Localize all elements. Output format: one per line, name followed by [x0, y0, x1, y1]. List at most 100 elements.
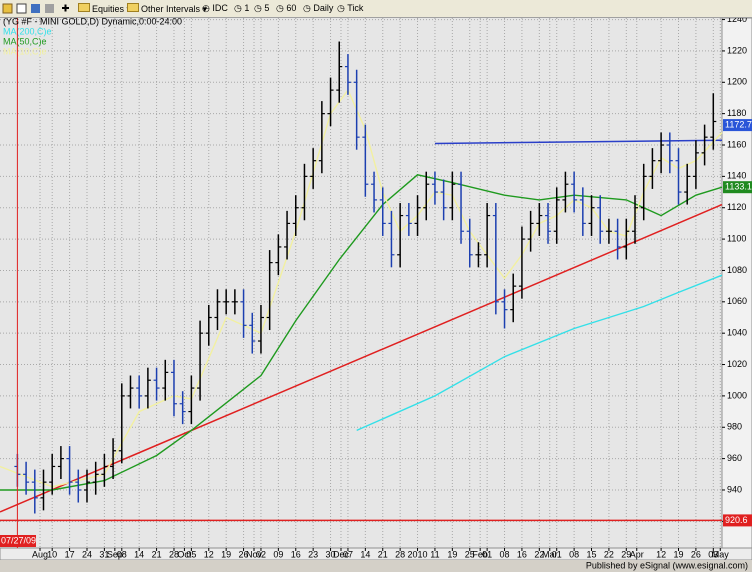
x-tick-label: 31	[99, 549, 109, 559]
y-tick-label: 1220	[727, 45, 747, 55]
price-axis	[721, 18, 752, 549]
x-tick-label: Dec	[333, 549, 350, 559]
chart-title: (YG #F - MINI GOLD,D) Dynamic,0:00-24:00	[3, 18, 182, 26]
price-box-label: 920.6	[725, 515, 748, 525]
y-tick-label: 980	[727, 422, 742, 432]
x-tick-label: Oct	[177, 549, 192, 559]
price-box	[723, 119, 752, 132]
x-tick-label: 01	[482, 549, 492, 559]
icon[interactable]	[16, 3, 27, 14]
y-tick-label: 960	[727, 453, 742, 463]
status-bar	[0, 560, 752, 572]
ma-line	[0, 174, 723, 491]
cursor-box	[0, 535, 36, 547]
x-tick-label: Mar	[542, 549, 558, 559]
x-tick-label: 16	[517, 549, 527, 559]
toolbar-button[interactable]: ◷ IDC	[202, 3, 228, 13]
x-tick-label: 14	[134, 549, 144, 559]
cursor-label: 07/27/09	[1, 535, 36, 545]
x-tick-label: 12	[204, 549, 214, 559]
x-tick-label: 17	[65, 549, 75, 559]
toolbar-label[interactable]: 60	[286, 3, 297, 13]
toolbar-label[interactable]: 5	[264, 3, 270, 13]
x-tick-label: 2010	[408, 549, 428, 559]
toolbar-button[interactable]: Equities ▾	[78, 3, 131, 15]
x-tick-label: 29	[621, 549, 631, 559]
toolbar: Equities ▾ Other Intervals ▾ ◷ IDC ◷ 1 ◷…	[0, 0, 752, 18]
y-tick-label: 1040	[727, 328, 747, 338]
grid: 9209409609801000102010401060108011001120…	[0, 18, 747, 559]
y-tick-label: 1060	[727, 296, 747, 306]
x-tick-label: May	[712, 549, 730, 559]
x-tick-label: Aug	[32, 549, 48, 559]
y-tick-label: 1240	[727, 18, 747, 24]
plot-background	[0, 18, 722, 548]
y-tick-label: 1000	[727, 390, 747, 400]
y-tick-label: 1200	[727, 77, 747, 87]
legend-entry: MA(50,C)e	[3, 36, 47, 46]
x-tick-label: Apr	[630, 549, 644, 559]
toolbar-button[interactable]: Other Intervals ▾	[127, 3, 207, 15]
x-tick-label: 21	[152, 549, 162, 559]
price-box	[723, 514, 752, 527]
price-box-label: 1133.1	[725, 182, 752, 192]
x-tick-label: 05	[186, 549, 196, 559]
x-tick-label: 19	[447, 549, 457, 559]
x-tick-label: 16	[291, 549, 301, 559]
y-tick-label: 940	[727, 484, 742, 494]
trend-line	[0, 203, 723, 513]
y-tick-label: 1180	[727, 108, 746, 118]
toolbar-icons	[2, 3, 69, 14]
icon[interactable]	[62, 4, 69, 12]
x-tick-label: 21	[378, 549, 388, 559]
price-box-label: 1172.7	[725, 119, 752, 129]
x-tick-label: 08	[569, 549, 579, 559]
toolbar-button[interactable]: ◷ 1	[234, 3, 250, 13]
x-tick-label: 08	[117, 549, 127, 559]
x-tick-label: Nov	[246, 549, 263, 559]
legend-entry: MA(200,C)e	[3, 26, 52, 36]
icon[interactable]	[45, 4, 54, 13]
x-tick-label: 15	[587, 549, 597, 559]
toolbar-button[interactable]: ◷ Tick	[337, 3, 364, 13]
x-tick-label: 01	[552, 549, 562, 559]
x-tick-label: Sep	[107, 549, 123, 559]
toolbar-label[interactable]: Other Intervals	[141, 4, 201, 14]
toolbar-label[interactable]: 1	[244, 3, 250, 13]
toolbar-button[interactable]: ◷ Daily	[303, 3, 334, 13]
toolbar-button[interactable]: ◷ 60	[276, 3, 297, 13]
y-tick-label: 1100	[727, 233, 746, 243]
toolbar-label[interactable]: Tick	[347, 3, 364, 13]
x-tick-label: 07	[343, 549, 353, 559]
x-tick-label: Feb	[472, 549, 488, 559]
x-tick-label: 22	[534, 549, 544, 559]
x-tick-label: 30	[326, 549, 336, 559]
x-tick-label: 24	[82, 549, 92, 559]
marks	[0, 41, 723, 522]
toolbar-label[interactable]: IDC	[212, 3, 228, 13]
x-tick-label: 26	[239, 549, 249, 559]
toolbar-label[interactable]: Daily	[313, 3, 334, 13]
chart: 9209409609801000102010401060108011001120…	[0, 18, 752, 572]
x-tick-label: 26	[691, 549, 701, 559]
y-tick-label: 1080	[727, 265, 747, 275]
icon[interactable]	[2, 3, 13, 14]
x-tick-label: 09	[273, 549, 283, 559]
x-tick-label: 22	[604, 549, 614, 559]
y-tick-label: 1140	[727, 171, 746, 181]
x-tick-label: 08	[500, 549, 510, 559]
x-tick-label: 03	[708, 549, 718, 559]
price-box	[723, 181, 752, 194]
ma-line	[356, 274, 723, 432]
toolbar-button[interactable]: ◷ 5	[254, 3, 270, 13]
icon[interactable]	[31, 4, 40, 13]
x-tick-label: 12	[656, 549, 666, 559]
x-tick-label: 14	[360, 549, 370, 559]
x-tick-label: 19	[221, 549, 231, 559]
y-tick-label: 1120	[727, 202, 746, 212]
x-tick-label: 19	[673, 549, 683, 559]
trend-line	[434, 139, 723, 145]
toolbar-label[interactable]: Equities	[92, 4, 125, 14]
x-tick-label: 23	[308, 549, 318, 559]
